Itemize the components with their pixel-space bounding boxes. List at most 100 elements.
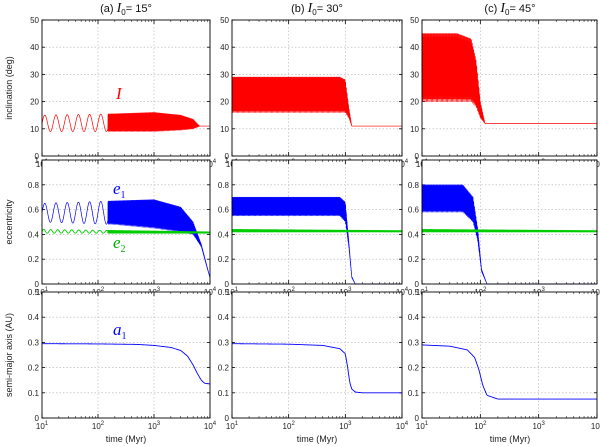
y-tick-label: 0.4 — [218, 230, 230, 239]
panel-c-mid: 00.20.40.60.81101102103104 — [408, 156, 600, 297]
x-tick-label: 103 — [533, 421, 546, 431]
plot-area — [232, 160, 402, 284]
x-tick-label: 101 — [226, 421, 239, 431]
plot-frame — [41, 291, 211, 419]
label-e1: e1 — [113, 179, 126, 201]
plot-frame — [231, 291, 403, 419]
y-tick-label: 0 — [35, 280, 40, 289]
y-tick-label: 1 — [225, 156, 230, 165]
y-tick-label: 0.8 — [218, 181, 230, 190]
y-tick-label: 0.4 — [218, 313, 230, 322]
y-tick-label: 50 — [410, 16, 419, 25]
y-tick-label: 0 — [415, 280, 420, 289]
y-tick-label: 0.2 — [218, 255, 230, 264]
y-tick-label: 0.8 — [408, 181, 420, 190]
plot-area — [232, 292, 402, 418]
ylabel-eccentricity: eccentricity — [4, 199, 14, 245]
y-tick-label: 0.2 — [408, 255, 420, 264]
y-tick-label: 0.5 — [28, 288, 40, 297]
series-e2-line — [41, 229, 211, 234]
plot-frame — [41, 159, 211, 285]
label-a1: a1 — [113, 320, 127, 342]
y-tick-label: 50 — [220, 16, 229, 25]
y-tick-label: 0 — [415, 414, 420, 423]
series-e2-line — [421, 229, 598, 233]
y-tick-label: 0.6 — [408, 206, 420, 215]
series-I-line — [231, 76, 403, 127]
series-I-line — [41, 112, 211, 132]
y-tick-label: 0.5 — [408, 288, 420, 297]
y-tick-label: 20 — [410, 98, 419, 107]
panel-b-mid: 00.20.40.60.81101102103104 — [218, 156, 409, 297]
y-tick-label: 0.2 — [408, 364, 420, 373]
xlabel-c: time (Myr) — [490, 434, 531, 444]
series-e1-line — [41, 199, 211, 278]
y-tick-label: 0 — [225, 152, 230, 161]
x-tick-label: 103 — [339, 421, 352, 431]
plot-area — [42, 20, 210, 156]
plot-frame — [421, 291, 598, 419]
y-tick-label: 0.6 — [28, 206, 40, 215]
x-tick-label: 101 — [226, 287, 239, 297]
x-tick-label: 104 — [396, 421, 409, 431]
y-tick-label: 0 — [415, 152, 420, 161]
plot-area — [422, 292, 597, 418]
series-I-line — [421, 33, 598, 124]
y-tick-label: 0.2 — [218, 364, 230, 373]
series-a1-line — [42, 343, 211, 385]
x-tick-label: 104 — [591, 421, 600, 431]
y-tick-label: 10 — [30, 125, 39, 134]
y-tick-label: 0 — [225, 414, 230, 423]
y-tick-label: 30 — [410, 70, 419, 79]
ylabel-semimajor: semi-major axis (AU) — [4, 313, 14, 397]
y-tick-label: 10 — [410, 125, 419, 134]
y-tick-label: 0.2 — [28, 364, 40, 373]
y-tick-label: 20 — [220, 98, 229, 107]
y-tick-label: 40 — [220, 43, 229, 52]
y-tick-label: 0.6 — [218, 206, 230, 215]
column-title-b: (b) I0= 30° — [291, 1, 343, 17]
svg-text:(a) I0= 15°: (a) I0= 15° — [100, 1, 152, 17]
y-tick-label: 0 — [35, 414, 40, 423]
xlabel-a: time (Myr) — [106, 434, 147, 444]
x-tick-label: 104 — [204, 421, 217, 431]
y-tick-label: 40 — [30, 43, 39, 52]
y-tick-label: 50 — [30, 16, 39, 25]
panel-a-mid: 00.20.40.60.81101102103104 — [28, 156, 217, 297]
y-tick-label: 1 — [35, 156, 40, 165]
label-inclination: I — [115, 84, 123, 103]
plot-area — [422, 160, 597, 284]
svg-text:(b) I0= 30°: (b) I0= 30° — [291, 1, 343, 17]
ylabel-inclination: inclination (deg) — [4, 56, 14, 120]
x-tick-label: 102 — [474, 421, 487, 431]
plot-frame — [41, 19, 211, 157]
x-tick-label: 102 — [92, 421, 105, 431]
y-tick-label: 0.3 — [218, 338, 230, 347]
y-tick-label: 1 — [415, 156, 420, 165]
y-tick-label: 20 — [30, 98, 39, 107]
panel-c-top: 01020304050101102103104 — [410, 16, 600, 169]
y-tick-label: 0.4 — [408, 313, 420, 322]
y-tick-label: 30 — [30, 70, 39, 79]
x-tick-label: 101 — [36, 421, 49, 431]
x-tick-label: 103 — [148, 421, 161, 431]
x-tick-label: 101 — [36, 287, 49, 297]
y-tick-label: 0.8 — [28, 181, 40, 190]
column-title-c: (c) I0= 45° — [484, 1, 535, 17]
series-e2-line — [231, 229, 403, 233]
y-tick-label: 0 — [35, 152, 40, 161]
y-tick-label: 0.1 — [28, 389, 40, 398]
y-tick-label: 0.5 — [218, 288, 230, 297]
plot-frame — [231, 159, 403, 285]
x-tick-label: 101 — [416, 421, 429, 431]
y-tick-label: 0.4 — [408, 230, 420, 239]
plot-frame — [421, 159, 598, 285]
y-tick-label: 0.4 — [28, 230, 40, 239]
y-tick-label: 30 — [220, 70, 229, 79]
y-tick-label: 0.4 — [28, 313, 40, 322]
plot-area — [42, 292, 210, 418]
y-tick-label: 0.3 — [28, 338, 40, 347]
